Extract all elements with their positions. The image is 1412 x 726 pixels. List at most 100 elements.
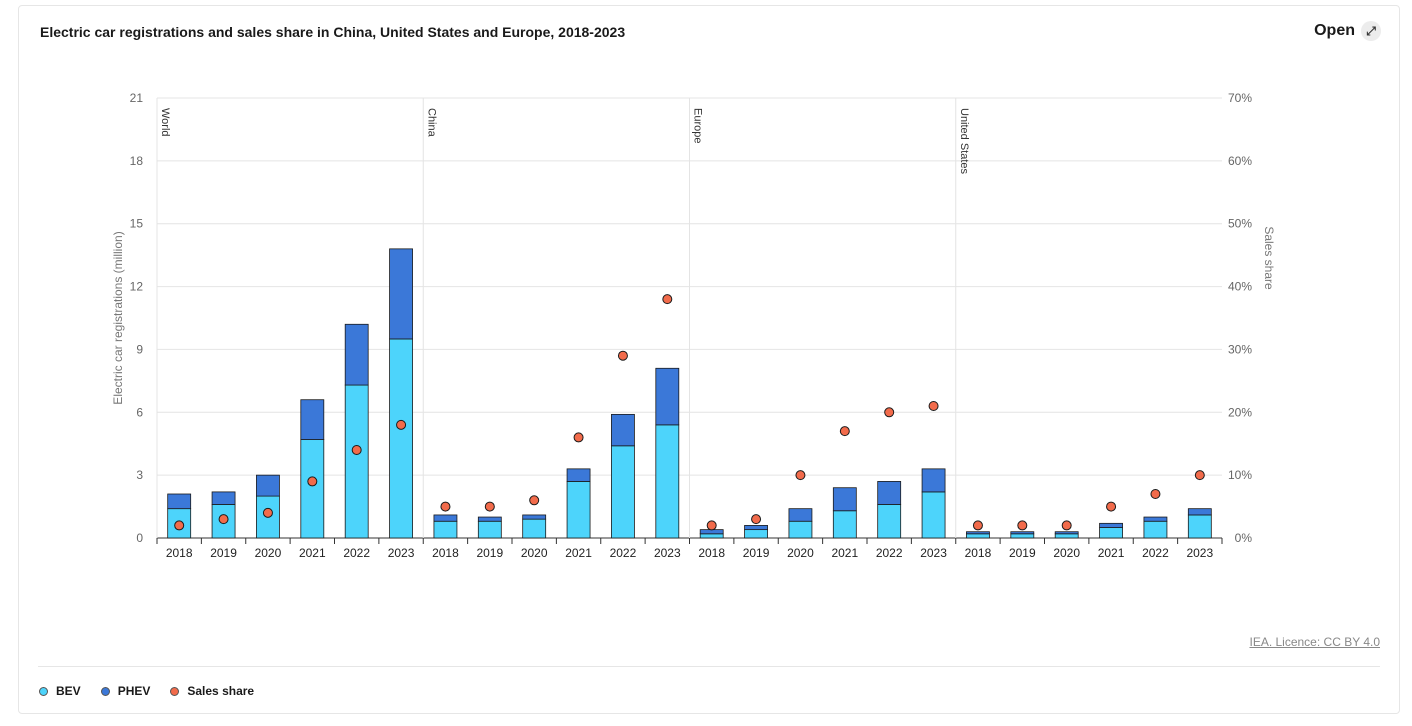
bar-bev bbox=[389, 338, 413, 539]
x-tick-label: 2019 bbox=[210, 546, 237, 560]
x-tick-label: 2021 bbox=[1098, 546, 1125, 560]
legend-item-sales-share[interactable]: Sales share bbox=[170, 684, 254, 698]
y2-tick-label: 0% bbox=[1235, 531, 1253, 545]
sales-share-point bbox=[218, 514, 229, 525]
bar-phev bbox=[477, 516, 502, 522]
sales-share-point bbox=[1150, 489, 1161, 499]
x-tick-label: 2019 bbox=[476, 546, 503, 560]
sales-share-point bbox=[972, 520, 983, 531]
sales-share-point bbox=[573, 432, 584, 443]
bar-bev bbox=[788, 520, 813, 539]
x-tick-label: 2023 bbox=[654, 546, 681, 560]
group-label: World bbox=[159, 108, 171, 137]
x-tick-label: 2021 bbox=[831, 546, 858, 560]
bar-bev bbox=[566, 481, 591, 539]
bar-phev bbox=[433, 514, 458, 522]
sales-share-point bbox=[706, 520, 717, 531]
bar-phev bbox=[1099, 522, 1123, 528]
legend-item-bev[interactable]: BEV bbox=[39, 684, 81, 698]
bar-bev bbox=[433, 520, 458, 539]
chart-card: Electric car registrations and sales sha… bbox=[18, 5, 1400, 714]
bar-bev bbox=[477, 520, 502, 539]
sales-share-point bbox=[617, 350, 628, 361]
y2-tick-label: 60% bbox=[1228, 154, 1252, 168]
sales-share-point bbox=[307, 476, 318, 487]
y-tick-label: 21 bbox=[130, 91, 144, 105]
bar-phev bbox=[611, 413, 635, 447]
bar-bev bbox=[966, 533, 990, 539]
sales-share-point bbox=[795, 470, 806, 481]
sales-share-point bbox=[884, 407, 895, 418]
x-tick-label: 2018 bbox=[166, 546, 193, 560]
x-tick-label: 2020 bbox=[255, 546, 282, 560]
sales-share-point bbox=[529, 495, 540, 506]
x-tick-label: 2022 bbox=[610, 546, 637, 560]
legend-label-bev: BEV bbox=[56, 684, 81, 698]
legend: BEV PHEV Sales share bbox=[39, 684, 254, 698]
x-tick-label: 2018 bbox=[432, 546, 459, 560]
group-label: United States bbox=[958, 108, 970, 175]
y2-tick-label: 50% bbox=[1228, 217, 1252, 231]
bar-phev bbox=[921, 468, 946, 493]
bar-phev bbox=[1143, 516, 1168, 522]
sales-share-point bbox=[484, 501, 495, 512]
bar-phev bbox=[1010, 531, 1035, 535]
sales-share-point bbox=[396, 419, 407, 430]
sales-share-point bbox=[928, 401, 939, 411]
bar-bev bbox=[655, 424, 680, 539]
x-tick-label: 2022 bbox=[876, 546, 903, 560]
chart-title: Electric car registrations and sales sha… bbox=[40, 24, 626, 40]
bar-bev bbox=[1054, 533, 1079, 539]
y-tick-label: 0 bbox=[136, 531, 143, 545]
external-arrow-icon[interactable]: ⤢ bbox=[1361, 21, 1381, 41]
sales-share-point bbox=[1017, 520, 1028, 531]
x-tick-label: 2023 bbox=[920, 546, 947, 560]
x-tick-label: 2020 bbox=[1053, 546, 1080, 560]
x-tick-label: 2019 bbox=[743, 546, 770, 560]
bar-phev bbox=[389, 248, 413, 340]
y-tick-label: 15 bbox=[130, 217, 144, 231]
y-tick-label: 6 bbox=[136, 405, 143, 419]
bar-bev bbox=[921, 491, 946, 539]
legend-label-phev: PHEV bbox=[117, 684, 151, 698]
bar-bev bbox=[1099, 527, 1123, 539]
x-tick-label: 2021 bbox=[299, 546, 326, 560]
x-tick-label: 2020 bbox=[787, 546, 814, 560]
legend-label-sales-share: Sales share bbox=[187, 684, 255, 698]
y-axis-title: Electric car registrations (million) bbox=[111, 231, 125, 404]
bar-phev bbox=[256, 474, 280, 497]
x-tick-label: 2018 bbox=[965, 546, 992, 560]
y-tick-label: 12 bbox=[130, 280, 144, 294]
licence-link[interactable]: IEA. Licence: CC BY 4.0 bbox=[1249, 635, 1380, 649]
x-tick-label: 2019 bbox=[1009, 546, 1036, 560]
group-label: Europe bbox=[692, 108, 704, 143]
group-label: China bbox=[425, 108, 437, 138]
bar-phev bbox=[877, 481, 902, 505]
bar-phev bbox=[832, 487, 857, 512]
sales-share-point bbox=[1061, 520, 1072, 531]
sales-share-point bbox=[839, 426, 850, 437]
bar-phev bbox=[655, 367, 680, 426]
x-tick-label: 2020 bbox=[521, 546, 548, 560]
sales-share-point bbox=[1106, 501, 1117, 512]
y-tick-label: 9 bbox=[136, 342, 143, 356]
y2-tick-label: 30% bbox=[1228, 342, 1252, 356]
y2-axis-title: Sales share bbox=[1262, 226, 1276, 290]
bar-bev bbox=[699, 533, 724, 539]
open-button[interactable]: Open ⤢ bbox=[1314, 21, 1381, 41]
legend-item-phev[interactable]: PHEV bbox=[100, 684, 151, 698]
y2-tick-label: 70% bbox=[1228, 91, 1252, 105]
legend-swatch-phev bbox=[100, 686, 110, 696]
bar-bev bbox=[300, 439, 325, 539]
bar-phev bbox=[1054, 531, 1079, 535]
y2-tick-label: 20% bbox=[1228, 405, 1252, 419]
sales-share-point bbox=[662, 294, 673, 305]
bar-bev bbox=[1010, 533, 1035, 539]
bar-phev bbox=[966, 531, 990, 535]
bar-phev bbox=[522, 514, 547, 520]
bar-bev bbox=[344, 384, 369, 539]
bar-bev bbox=[1143, 520, 1168, 539]
sales-share-point bbox=[262, 507, 273, 518]
bar-bev bbox=[744, 529, 768, 539]
bar-phev bbox=[344, 323, 369, 386]
